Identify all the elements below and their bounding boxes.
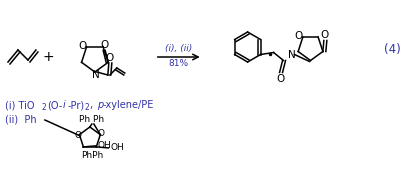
Text: 2: 2 [85, 103, 89, 111]
Text: +: + [42, 50, 54, 64]
Text: O: O [321, 30, 329, 40]
Text: (i), (ii): (i), (ii) [165, 43, 192, 53]
Text: -xylene/PE: -xylene/PE [103, 100, 154, 110]
Text: 2: 2 [42, 103, 47, 111]
Text: O: O [295, 31, 303, 41]
Text: p: p [97, 100, 103, 110]
Text: OH: OH [110, 143, 124, 152]
Text: N: N [92, 70, 100, 80]
Text: O: O [100, 40, 108, 50]
Text: (O-: (O- [47, 100, 62, 110]
Text: (ii)  Ph: (ii) Ph [5, 115, 37, 125]
Text: 81%: 81% [169, 59, 189, 69]
Text: ,: , [90, 100, 99, 110]
Text: (4): (4) [384, 43, 401, 56]
Text: O: O [106, 53, 114, 63]
Text: -Pr): -Pr) [68, 100, 85, 110]
Text: Ph Ph: Ph Ph [79, 116, 104, 124]
Text: O: O [276, 74, 285, 83]
Text: O: O [79, 41, 87, 51]
Text: O: O [98, 129, 105, 138]
Text: O: O [75, 131, 82, 140]
Text: PhPh: PhPh [81, 151, 103, 161]
Text: OH: OH [98, 141, 111, 150]
Text: i: i [63, 100, 66, 110]
Text: N: N [288, 49, 295, 59]
Text: (i) TiO: (i) TiO [5, 100, 35, 110]
